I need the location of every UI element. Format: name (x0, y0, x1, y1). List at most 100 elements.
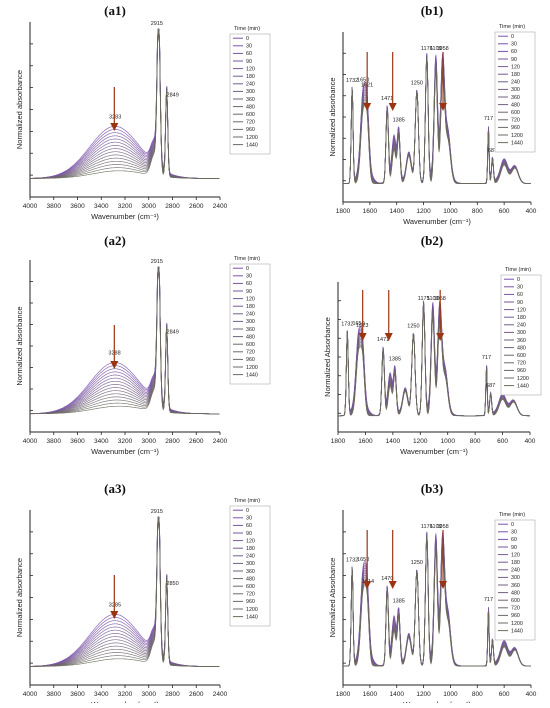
legend-entry: 60 (246, 51, 252, 57)
legend-entry: 720 (246, 592, 255, 598)
series-line-1440 (30, 28, 220, 179)
legend-box (229, 33, 271, 155)
legend-entry: 1200 (246, 365, 258, 371)
x-tick-label: 3600 (70, 691, 85, 698)
x-tick-label: 2600 (189, 203, 204, 210)
panel-b2: (b2)1800 1600 1400 1200 1000 800 600 400Wavenum… (323, 233, 542, 456)
x-axis-label: Wavenumber (cm⁻¹) (91, 212, 159, 221)
legend-entry: 240 (246, 82, 255, 88)
legend-entry: 600 (246, 112, 255, 118)
x-tick-label: 2400 (213, 438, 228, 445)
panel-b1: (b1)1800 1600 1400 1200 1000 800 600 400Wavenum… (328, 3, 537, 226)
x-tick-label: 2400 (213, 203, 228, 210)
trend-arrow (363, 52, 372, 111)
legend-entry: 60 (246, 281, 252, 287)
peak-label-717: 717 (484, 597, 493, 603)
legend-entry: 960 (511, 125, 520, 131)
legend-entry: 240 (246, 312, 255, 318)
x-tick-label: 1400 (386, 438, 401, 445)
legend-entry: 30 (246, 274, 252, 280)
arrow-head (358, 333, 367, 341)
x-tick-label: 2600 (189, 438, 204, 445)
series-line-1440 (343, 536, 531, 667)
x-tick-label: 2600 (189, 691, 204, 698)
x-tick-label: 1200 (416, 208, 431, 215)
legend-entry: 30 (511, 42, 517, 48)
legend-entry: 960 (246, 599, 255, 605)
peak-label-1732: 1732 (346, 78, 358, 84)
legend-entry: 300 (246, 319, 255, 325)
peak-label-1058: 1058 (437, 524, 449, 530)
panel-title: (b1) (421, 3, 443, 18)
legend-entry: 30 (246, 44, 252, 50)
panel-title: (b2) (421, 233, 443, 248)
legend-title: Time (min) (234, 26, 260, 32)
peak-label-2849: 2849 (167, 93, 179, 99)
x-tick-label: 3600 (70, 203, 85, 210)
peak-label-1250: 1250 (407, 324, 419, 330)
legend-entry: 480 (511, 102, 520, 108)
arrow-head (388, 581, 397, 589)
legend-entry: 300 (246, 89, 255, 95)
peak-label-687: 687 (486, 383, 495, 389)
x-tick-label: 3000 (142, 691, 157, 698)
x-tick-label: 1000 (440, 438, 455, 445)
legend-entry: 0 (517, 277, 520, 283)
peak-label-1732: 1732 (341, 321, 353, 327)
peak-label-1109: 1109 (430, 524, 442, 530)
legend-entry: 720 (246, 350, 255, 356)
legend-entry: 480 (246, 576, 255, 582)
legend-entry: 1200 (511, 621, 523, 627)
x-tick-label: 600 (497, 438, 508, 445)
x-tick-label: 1200 (416, 691, 431, 698)
legend-entry: 960 (246, 127, 255, 133)
panel-title: (a2) (104, 233, 126, 248)
peak-label-1650: 1650 (357, 557, 369, 563)
legend-entry: 300 (246, 561, 255, 567)
legend-entry: 960 (517, 368, 526, 374)
legend-entry: 60 (246, 523, 252, 529)
legend-entry: 180 (511, 560, 520, 566)
x-tick-label: 1800 (336, 691, 351, 698)
peak-label-3283: 3283 (109, 114, 121, 120)
legend-title: Time (min) (499, 24, 525, 30)
x-tick-label: 600 (499, 691, 510, 698)
legend-title: Time (min) (234, 498, 260, 504)
legend-entry: 480 (246, 334, 255, 340)
legend-entry: 120 (246, 538, 255, 544)
trend-arrow (436, 290, 445, 341)
legend-box (229, 263, 271, 385)
legend-entry: 180 (246, 304, 255, 310)
legend-entry: 1440 (517, 383, 529, 389)
legend-entry: 480 (511, 590, 520, 596)
legend-entry: 120 (511, 552, 520, 558)
legend-entry: 30 (246, 516, 252, 522)
peak-label-2849: 2849 (167, 329, 179, 335)
legend-entry: 480 (517, 345, 526, 351)
series-line-1440 (30, 266, 220, 415)
x-tick-label: 3200 (118, 691, 133, 698)
peak-label-1471: 1471 (381, 96, 393, 102)
x-tick-label: 1400 (389, 208, 404, 215)
arrow-head (110, 123, 119, 131)
x-axis-label: Wavenumber (cm⁻¹) (91, 447, 159, 456)
peak-label-1471: 1471 (377, 337, 389, 343)
x-tick-label: 3200 (118, 203, 133, 210)
legend-entry: 120 (511, 64, 520, 70)
legend-entry: 960 (246, 357, 255, 363)
peak-label-1175: 1175 (418, 296, 430, 302)
peak-label-1250: 1250 (411, 80, 423, 86)
legend-entry: 0 (246, 266, 249, 272)
x-tick-label: 1000 (443, 691, 458, 698)
legend-entry: 720 (511, 606, 520, 612)
panel-title: (a1) (104, 3, 126, 18)
y-axis-label: Normalized absorbance (15, 70, 24, 149)
trend-arrow (388, 52, 397, 111)
legend-entry: 30 (517, 285, 523, 291)
series-line-480 (30, 266, 220, 415)
x-tick-label: 3400 (94, 203, 109, 210)
trend-arrow (110, 87, 119, 131)
x-tick-label: 3200 (118, 438, 133, 445)
